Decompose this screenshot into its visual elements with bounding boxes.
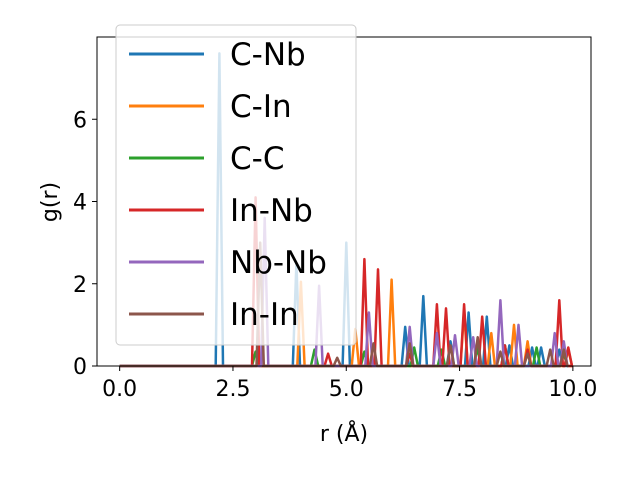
legend: C-Nb C-In C-C In-Nb Nb-Nb In-In [115,24,357,346]
legend-label-in-nb: In-Nb [230,193,313,229]
series-line-c-c [119,344,569,368]
y-axis: 0 2 4 6 [73,108,97,380]
legend-label-in-in: In-In [230,297,299,333]
legend-label-nb-nb: Nb-Nb [230,245,327,281]
x-tick-label: 5.0 [329,377,364,402]
x-tick-label: 0.0 [102,377,137,402]
legend-label-c-nb: C-Nb [230,37,306,73]
x-axis: 0.0 2.5 5.0 7.5 10.0 [102,366,597,402]
y-tick-label: 0 [73,355,87,380]
y-tick-label: 4 [73,191,87,216]
y-axis-label: g(r) [38,182,63,222]
x-tick-label: 7.5 [442,377,477,402]
y-tick-label: 6 [73,108,87,133]
x-axis-label: r (Å) [320,420,368,447]
legend-label-c-c: C-C [230,141,284,177]
legend-label-c-in: C-In [230,89,292,125]
x-tick-label: 10.0 [548,377,597,402]
x-tick-label: 2.5 [215,377,250,402]
y-tick-label: 2 [73,273,87,298]
